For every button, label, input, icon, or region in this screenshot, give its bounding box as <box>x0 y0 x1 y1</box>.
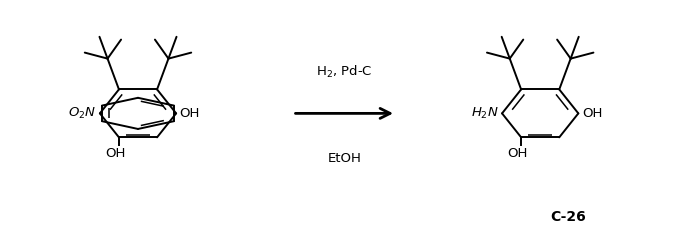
Text: OH: OH <box>507 147 528 160</box>
Text: C-26: C-26 <box>550 210 586 224</box>
Text: OH: OH <box>106 147 126 160</box>
Text: OH: OH <box>582 107 602 120</box>
Text: H$_2$, Pd-C: H$_2$, Pd-C <box>317 64 373 80</box>
Text: OH: OH <box>180 107 200 120</box>
Text: $H_2N$: $H_2N$ <box>471 106 498 121</box>
Text: EtOH: EtOH <box>328 152 361 165</box>
Text: $O_2N$: $O_2N$ <box>68 106 96 121</box>
